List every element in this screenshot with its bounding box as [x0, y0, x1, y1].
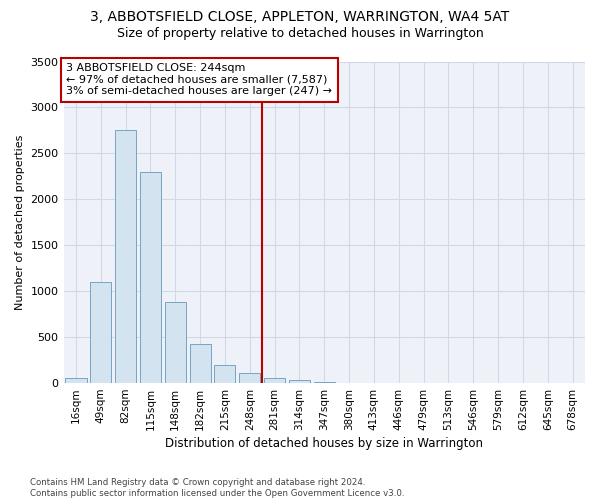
Bar	[90, 282, 112, 383]
Bar	[264, 378, 285, 383]
Text: Contains HM Land Registry data © Crown copyright and database right 2024.
Contai: Contains HM Land Registry data © Crown c…	[30, 478, 404, 498]
Bar	[214, 365, 235, 383]
Y-axis label: Number of detached properties: Number of detached properties	[15, 134, 25, 310]
Text: Size of property relative to detached houses in Warrington: Size of property relative to detached ho…	[116, 28, 484, 40]
Bar	[239, 372, 260, 383]
Bar	[65, 378, 86, 383]
Bar	[314, 382, 335, 383]
Bar	[115, 130, 136, 383]
Bar	[190, 344, 211, 383]
Bar	[289, 380, 310, 383]
X-axis label: Distribution of detached houses by size in Warrington: Distribution of detached houses by size …	[165, 437, 483, 450]
Bar	[165, 302, 186, 383]
Text: 3 ABBOTSFIELD CLOSE: 244sqm
← 97% of detached houses are smaller (7,587)
3% of s: 3 ABBOTSFIELD CLOSE: 244sqm ← 97% of det…	[66, 63, 332, 96]
Bar	[140, 172, 161, 383]
Text: 3, ABBOTSFIELD CLOSE, APPLETON, WARRINGTON, WA4 5AT: 3, ABBOTSFIELD CLOSE, APPLETON, WARRINGT…	[91, 10, 509, 24]
